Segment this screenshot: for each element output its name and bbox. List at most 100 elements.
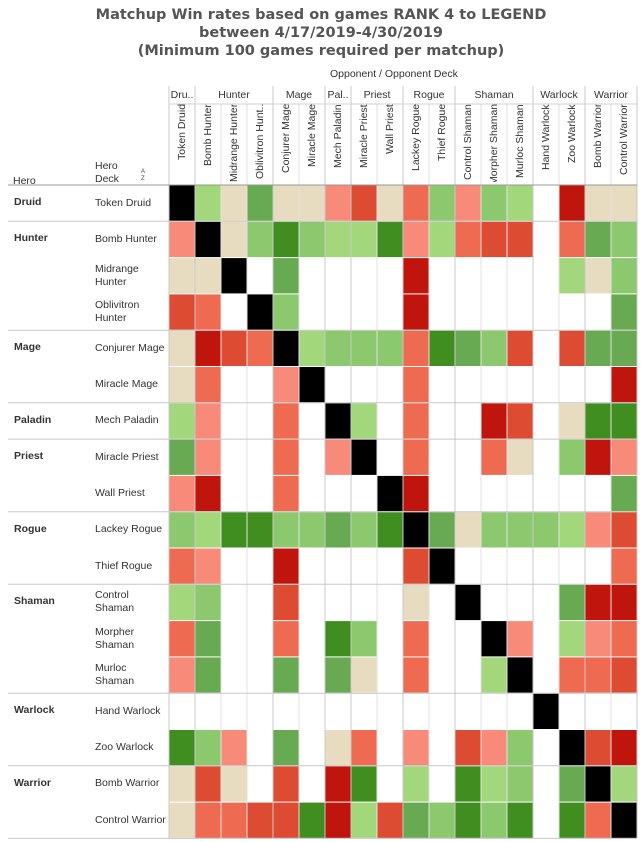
heatmap-cell [377,802,403,838]
heatmap-cell [221,766,247,802]
heatmap-cell [611,185,637,221]
heatmap-cell [377,185,403,221]
heatmap-cell [481,221,507,258]
heatmap-cell [169,584,195,621]
sort-ascending-icon[interactable]: A Z [140,167,148,182]
heatmap-cell [299,367,325,403]
heatmap-cell [403,221,429,258]
heatmap-cell [169,221,195,258]
heatmap-cell [247,185,273,221]
heatmap-cell [559,657,585,693]
heatmap-cell [507,221,533,258]
heatmap-cell [377,512,403,548]
heatmap-cell [429,512,455,548]
heatmap-cell [169,621,195,657]
heatmap-cell [559,584,585,621]
heatmap-cell [559,330,585,366]
heatmap-cell [221,258,247,294]
row-label: Conjurer Mage [95,341,165,354]
heatmap-cell [247,512,273,548]
heatmap-cell [273,512,299,548]
heatmap-cell [533,693,559,729]
heatmap-cell [611,584,637,621]
column-group-dru: Dru.. [170,89,194,101]
heatmap-cell [403,584,429,621]
heatmap-cell [455,730,481,766]
heatmap-cell [585,403,611,439]
heatmap-cell [455,185,481,221]
row-label: Wall Priest [95,487,145,500]
row-group-warrior: Warrior [14,776,51,789]
svg-text:A: A [141,169,145,175]
heatmap-cell [559,730,585,766]
heatmap-cell [403,367,429,403]
heatmap-cell [299,512,325,548]
heatmap-cell [169,330,195,366]
heatmap-cell [195,584,221,621]
heatmap-cell [585,439,611,475]
heatmap-cell [195,548,221,584]
heatmap-cell [169,367,195,403]
heatmap-cell [195,367,221,403]
heatmap-cell [455,512,481,548]
heatmap-cell [507,185,533,221]
heatmap-cell [169,475,195,512]
heatmap-cell [351,221,377,258]
row-group-warlock: Warlock [14,704,55,717]
heatmap-cell [299,802,325,838]
heatmap-cell [195,185,221,221]
row-label: Bomb Warrior [95,777,160,790]
heatmap-cell [481,802,507,838]
heatmap-cell [299,221,325,258]
heatmap-cell [585,621,611,657]
heatmap-cell [481,403,507,439]
heatmap-cell [611,475,637,512]
heatmap-cell [325,657,351,693]
heatmap-cell [195,802,221,838]
heatmap-cell [403,330,429,366]
heatmap-cell [403,258,429,294]
row-label: Zoo Warlock [95,741,154,754]
hero-deck-column-header[interactable]: Hero Deck [95,160,119,185]
heatmap-cell [403,657,429,693]
heatmap-cell [429,185,455,221]
heatmap-cell [273,330,299,366]
heatmap-cell [169,548,195,584]
heatmap-cell [403,730,429,766]
heatmap-cell [195,730,221,766]
heatmap-cell [247,330,273,366]
heatmap-cell [169,766,195,802]
heatmap-cell [507,439,533,475]
row-label: Midrange Hunter [95,262,139,288]
heatmap-cell [195,221,221,258]
row-group-paladin: Paladin [14,413,52,426]
heatmap-cell [273,403,299,439]
heatmap-cell [195,512,221,548]
heatmap-cell [351,330,377,366]
heatmap-cell [273,185,299,221]
heatmap-cell [455,330,481,366]
heatmap-cell [429,221,455,258]
heatmap-cell [611,766,637,802]
heatmap-cell [403,802,429,838]
heatmap-cell [169,802,195,838]
heatmap-cell [195,475,221,512]
row-label: Lackey Rogue [95,523,163,536]
heatmap-cell [377,475,403,512]
heatmap-cell [455,802,481,838]
heatmap-cell [559,621,585,657]
heatmap-cell [585,730,611,766]
row-label: Control Warrior [95,813,166,826]
heatmap-cell [351,185,377,221]
heatmap-cell [325,439,351,475]
heatmap-cell [559,221,585,258]
heatmap-cell [273,548,299,584]
heatmap-cell [377,330,403,366]
column-group-mage: Mage [285,89,313,101]
heatmap-cell [273,657,299,693]
row-group-priest: Priest [14,450,44,463]
heatmap-cell [585,221,611,258]
heatmap-cell [247,221,273,258]
heatmap-cell [169,730,195,766]
heatmap-cell [455,584,481,621]
